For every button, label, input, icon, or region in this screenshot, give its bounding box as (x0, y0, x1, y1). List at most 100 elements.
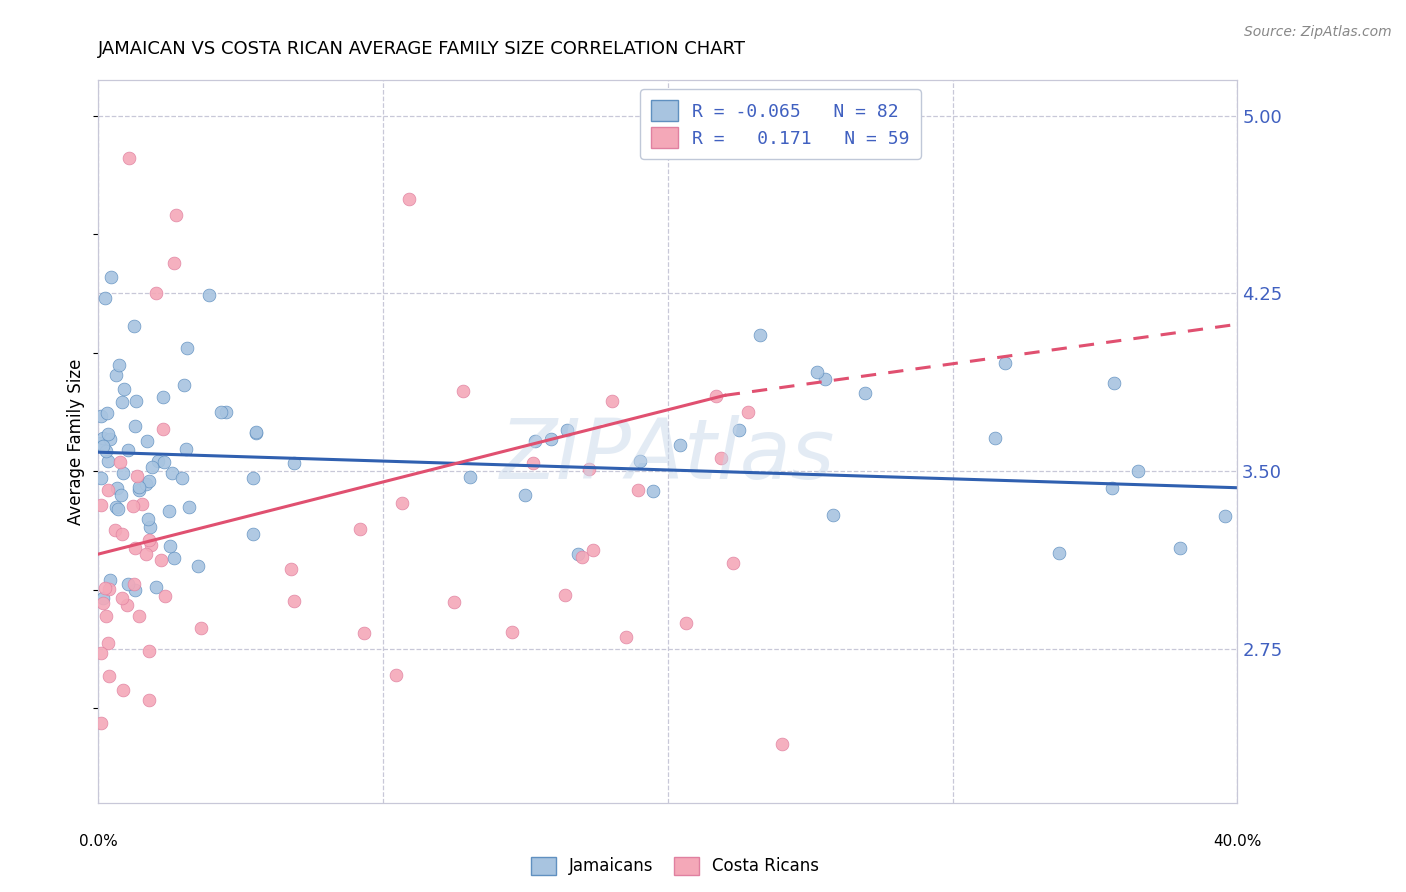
Point (94, 581, 117, 595)
Point (172, 471, 194, 485)
Point (121, 500, 143, 514)
Point (124, 419, 146, 434)
Point (145, 286, 167, 301)
Point (749, 328, 772, 343)
Point (98, 669, 121, 683)
Point (581, 542, 603, 557)
Point (813, 372, 835, 386)
Point (458, 470, 481, 484)
Point (98, 582, 121, 597)
Point (163, 551, 186, 566)
Point (98, 573, 121, 587)
Point (522, 456, 544, 470)
Point (669, 438, 692, 452)
Point (97, 454, 120, 468)
Point (209, 405, 232, 419)
Point (97, 636, 120, 650)
Point (1168, 541, 1191, 555)
Point (107, 502, 129, 516)
Point (853, 386, 876, 401)
Point (124, 541, 146, 555)
Point (152, 421, 174, 435)
Point (134, 477, 156, 491)
Point (90, 716, 112, 731)
Point (118, 152, 141, 166)
Point (1047, 546, 1070, 560)
Point (105, 368, 128, 383)
Point (110, 591, 132, 606)
Point (90, 471, 112, 485)
Point (627, 483, 650, 498)
Point (540, 432, 562, 446)
Point (806, 365, 828, 379)
Point (96, 444, 118, 458)
Point (1101, 481, 1123, 495)
Point (90, 498, 112, 512)
Point (128, 609, 150, 624)
Point (152, 390, 174, 404)
Point (578, 462, 600, 476)
Point (138, 533, 160, 547)
Point (283, 456, 305, 470)
Point (177, 500, 200, 515)
Point (110, 488, 132, 502)
Point (173, 377, 195, 392)
Point (153, 455, 176, 469)
Point (125, 394, 148, 409)
Point (138, 644, 160, 658)
Point (567, 547, 589, 561)
Point (215, 404, 238, 418)
Point (502, 625, 524, 640)
Point (443, 595, 465, 609)
Point (600, 394, 623, 409)
Point (93, 291, 115, 305)
Point (190, 621, 212, 635)
Point (112, 466, 135, 480)
Point (704, 388, 727, 402)
Legend: Jamaicans, Costa Ricans: Jamaicans, Costa Ricans (523, 848, 827, 884)
Text: Source: ZipAtlas.com: Source: ZipAtlas.com (1244, 25, 1392, 39)
Point (117, 577, 139, 591)
Point (983, 431, 1005, 445)
Point (176, 342, 198, 356)
Point (94, 608, 117, 623)
Point (90, 409, 112, 423)
Text: 0.0%: 0.0% (79, 834, 118, 849)
Text: JAMAICAN VS COSTA RICAN AVERAGE FAMILY SIZE CORRELATION CHART: JAMAICAN VS COSTA RICAN AVERAGE FAMILY S… (98, 40, 747, 58)
Point (555, 423, 578, 437)
Point (159, 539, 181, 553)
Point (391, 496, 413, 510)
Point (138, 692, 160, 706)
Point (146, 454, 169, 468)
Point (105, 482, 128, 496)
Point (136, 434, 159, 449)
Point (994, 356, 1017, 370)
Point (1102, 376, 1125, 390)
Point (163, 255, 186, 269)
Point (139, 537, 162, 551)
Point (242, 471, 264, 485)
Point (349, 523, 371, 537)
Point (97, 427, 120, 442)
Point (675, 615, 697, 630)
Point (1126, 464, 1149, 478)
Point (111, 395, 134, 409)
Point (245, 425, 267, 439)
Point (641, 483, 664, 498)
Point (105, 500, 128, 515)
Point (128, 483, 150, 497)
Y-axis label: Average Family Size: Average Family Size (67, 359, 86, 524)
Point (100, 269, 122, 284)
Point (385, 668, 408, 682)
Point (111, 527, 134, 541)
Point (90, 646, 112, 660)
Point (283, 594, 305, 608)
Point (127, 468, 149, 483)
Point (90, 435, 112, 450)
Point (98, 432, 121, 446)
Point (128, 480, 150, 494)
Point (141, 460, 163, 475)
Point (242, 526, 264, 541)
Point (104, 523, 127, 537)
Point (174, 442, 197, 456)
